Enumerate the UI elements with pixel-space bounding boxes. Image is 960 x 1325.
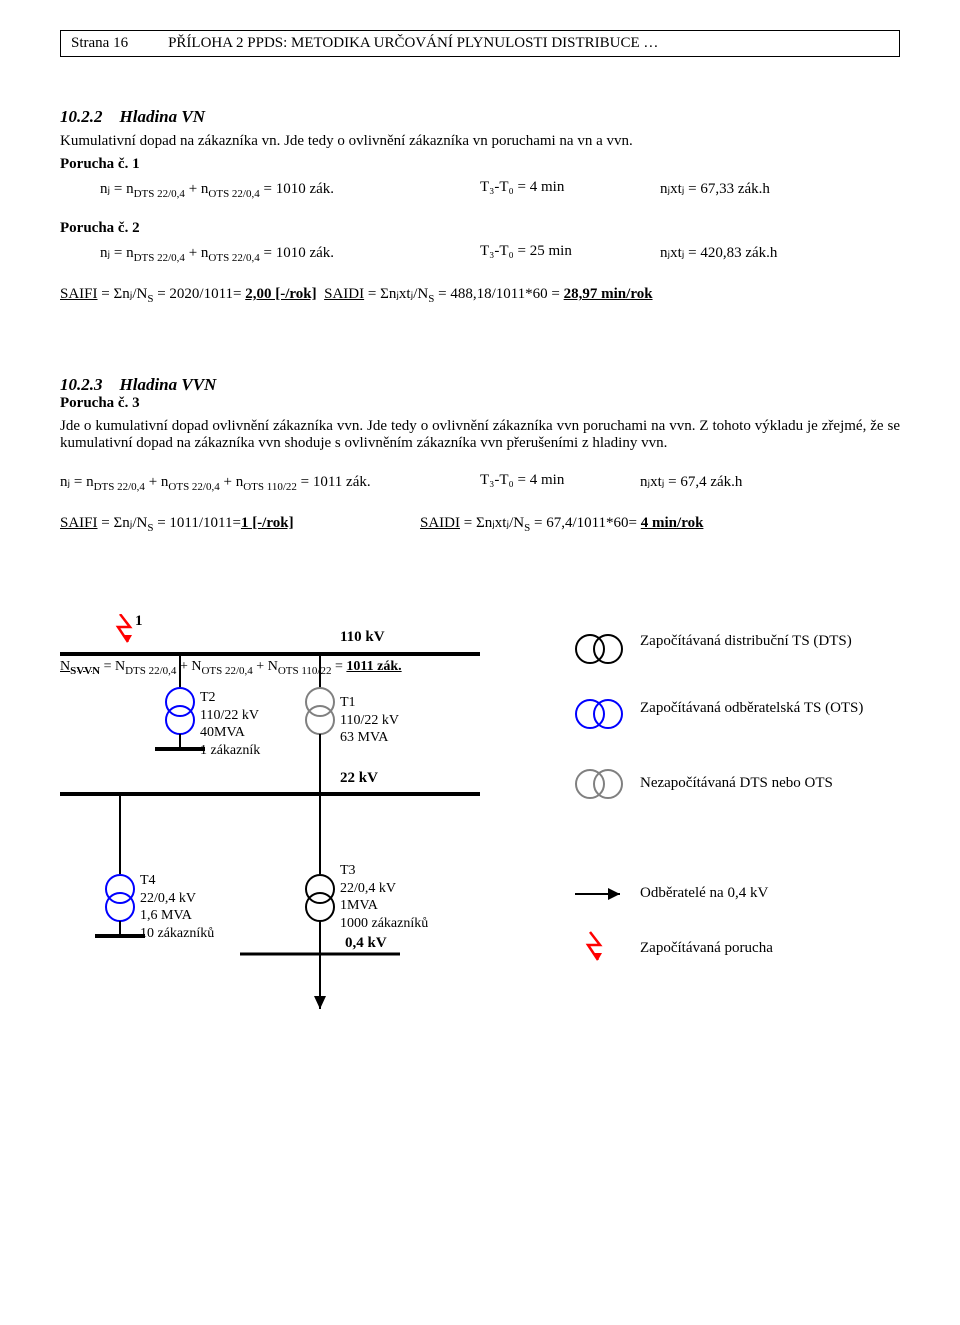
eq-part: + n: [220, 474, 243, 490]
legend-nez: Nezapočítávaná DTS nebo OTS: [640, 774, 920, 792]
eq-sub: DTS 22/0,4: [125, 665, 176, 677]
nsvvn-eq: NSVVN = NDTS 22/0,4 + NOTS 22/0,4 + NOTS…: [60, 659, 480, 678]
eq-sub: OTS 22/0,4: [168, 481, 219, 493]
eq-part: + n: [185, 245, 208, 261]
section-title-10-2-3: 10.2.3 Hladina VVN: [60, 375, 900, 395]
eq-sub: OTS 110/22: [243, 481, 297, 493]
eq-val: 1011 zák.: [346, 659, 401, 674]
legend-por: Započítávaná porucha: [640, 939, 920, 957]
saifi-label: SAIFI: [60, 515, 98, 531]
porucha-1-eq: nⱼ = nDTS 22/0,4 + nOTS 22/0,4 = 1010 zá…: [60, 179, 900, 200]
label-line: 1,6 MVA: [140, 907, 214, 925]
saidi-eq: = Σnⱼxtⱼ/N: [460, 515, 524, 531]
label-line: 22/0,4 kV: [140, 890, 214, 908]
eq-part: nⱼ = n: [100, 181, 134, 197]
saidi-label: SAIDI: [420, 515, 460, 531]
saidi-val: 4 min/rok: [641, 515, 704, 531]
saifi-saidi-vvn: SAIFI = Σnⱼ/NS = 1011/1011=1 [-/rok] SAI…: [60, 513, 900, 534]
section-num: 10.2.2: [60, 107, 103, 126]
saifi-label: SAIFI: [60, 286, 98, 302]
page-number: Strana 16: [71, 35, 128, 52]
label-line: 1000 zákazníků: [340, 915, 428, 933]
t2-label: T2 110/22 kV 40MVA 1 zákazník: [200, 689, 260, 759]
porucha-3-label: Porucha č. 3: [60, 395, 900, 412]
label-line: T1: [340, 694, 399, 712]
label-line: 1MVA: [340, 897, 428, 915]
section-num: 10.2.3: [60, 375, 103, 394]
porucha-3-eq: nⱼ = nDTS 22/0,4 + nOTS 22/0,4 + nOTS 11…: [60, 472, 900, 493]
eq-nx: nⱼxtⱼ = 67,33 zák.h: [660, 179, 860, 200]
saidi-label: SAIDI: [324, 286, 364, 302]
eq-sub: OTS 22/0,4: [208, 188, 259, 200]
eq-part: nⱼ = n: [100, 245, 134, 261]
eq-nx: nⱼxtⱼ = 420,83 zák.h: [660, 243, 860, 264]
porucha-2-label: Porucha č. 2: [60, 220, 900, 237]
section-title-10-2-2: 10.2.2 Hladina VN: [60, 107, 900, 127]
saifi-eq: = Σnⱼ/N: [98, 515, 148, 531]
bus-04-label: 0,4 kV: [345, 934, 387, 952]
bus-110-label: 110 kV: [340, 628, 385, 646]
legend-dts: Započítávaná distribuční TS (DTS): [640, 632, 900, 650]
eq-part: =: [332, 659, 347, 674]
label-line: 40MVA: [200, 724, 260, 742]
intro-text: Kumulativní dopad na zákazníka vn. Jde t…: [60, 133, 900, 150]
label-line: T4: [140, 872, 214, 890]
legend-ots: Započítávaná odběratelská TS (OTS): [640, 699, 920, 717]
label-line: 1 zákazník: [200, 742, 260, 760]
saidi-eq: = 67,4/1011*60=: [530, 515, 641, 531]
single-line-diagram: 1 110 kV NSVVN = NDTS 22/0,4 + NOTS 22/0…: [60, 614, 900, 1114]
label-line: 110/22 kV: [200, 707, 260, 725]
eq-part: nⱼ = n: [60, 474, 94, 490]
porucha-1-label: Porucha č. 1: [60, 156, 900, 173]
saifi-eq: = 1011/1011=: [153, 515, 240, 531]
diagram-svg: [60, 614, 920, 1114]
eq-sub: OTS 110/22: [278, 665, 332, 677]
eq-part: + n: [145, 474, 168, 490]
eq-sub: OTS 22/0,4: [208, 252, 259, 264]
bus-22-label: 22 kV: [340, 769, 378, 787]
eq-part: N: [60, 659, 70, 674]
t1-label: T1 110/22 kV 63 MVA: [340, 694, 399, 747]
saifi-val: 1 [-/rok]: [241, 515, 294, 531]
eq-nx: nⱼxtⱼ = 67,4 zák.h: [640, 472, 742, 493]
eq-time: T₃-T₀ = 4 min: [480, 472, 640, 493]
label-line: T3: [340, 862, 428, 880]
saidi-eq: = 488,18/1011*60 =: [434, 286, 563, 302]
section-name: Hladina VVN: [120, 375, 217, 394]
label-line: T2: [200, 689, 260, 707]
doc-title: PŘÍLOHA 2 PPDS: METODIKA URČOVÁNÍ PLYNUL…: [128, 35, 658, 52]
section-name: Hladina VN: [120, 107, 206, 126]
porucha-2-eq: nⱼ = nDTS 22/0,4 + nOTS 22/0,4 = 1010 zá…: [60, 243, 900, 264]
eq-sub: DTS 22/0,4: [134, 188, 185, 200]
label-line: 63 MVA: [340, 729, 399, 747]
eq-part: = 1011 zák.: [297, 474, 371, 490]
saidi-val: 28,97 min/rok: [564, 286, 653, 302]
label-line: 10 zákazníků: [140, 925, 214, 943]
eq-sub: DTS 22/0,4: [94, 481, 145, 493]
eq-part: = 1010 zák.: [260, 245, 334, 261]
eq-part: + N: [176, 659, 201, 674]
saifi-val: 2,00 [-/rok]: [245, 286, 316, 302]
legend-odb: Odběratelé na 0,4 kV: [640, 884, 920, 902]
eq-part: + n: [185, 181, 208, 197]
t3-label: T3 22/0,4 kV 1MVA 1000 zákazníků: [340, 862, 428, 932]
eq-sub: DTS 22/0,4: [134, 252, 185, 264]
t4-label: T4 22/0,4 kV 1,6 MVA 10 zákazníků: [140, 872, 214, 942]
fault-1-label: 1: [135, 612, 143, 630]
eq-time: T₃-T₀ = 25 min: [480, 243, 660, 264]
label-line: 110/22 kV: [340, 712, 399, 730]
eq-time: T₃-T₀ = 4 min: [480, 179, 660, 200]
porucha-3-text: Jde o kumulativní dopad ovlivnění zákazn…: [60, 418, 900, 452]
eq-sub: SVVN: [70, 665, 100, 677]
saifi-saidi-vn: SAIFI = Σnⱼ/NS = 2020/1011= 2,00 [-/rok]…: [60, 284, 900, 305]
eq-part: = 1010 zák.: [260, 181, 334, 197]
eq-sub: OTS 22/0,4: [201, 665, 252, 677]
page-header: Strana 16 PŘÍLOHA 2 PPDS: METODIKA URČOV…: [60, 30, 900, 57]
eq-part: + N: [253, 659, 278, 674]
saidi-eq: = Σnⱼxtⱼ/N: [364, 286, 428, 302]
eq-part: = N: [100, 659, 125, 674]
label-line: 22/0,4 kV: [340, 880, 428, 898]
saifi-eq: = 2020/1011=: [153, 286, 245, 302]
saifi-eq: = Σnⱼ/N: [98, 286, 148, 302]
